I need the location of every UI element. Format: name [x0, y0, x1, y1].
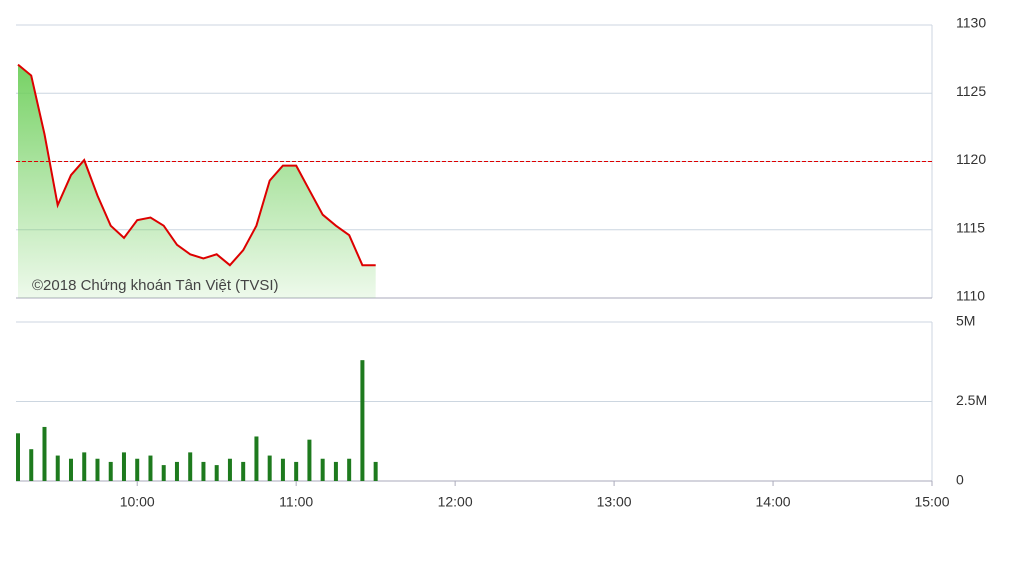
- volume-bar: [241, 461, 246, 481]
- volume-bar: [82, 452, 87, 481]
- y-tick-label: 5M: [956, 313, 975, 329]
- volume-bar: [201, 461, 206, 481]
- volume-bar: [333, 461, 338, 481]
- volume-bar: [95, 458, 100, 481]
- y-tick-label: 1125: [956, 83, 986, 99]
- volume-bar: [360, 360, 365, 481]
- volume-bar: [188, 452, 193, 481]
- volume-bar: [42, 426, 47, 481]
- volume-bar: [121, 452, 126, 481]
- y-tick-label: 1115: [956, 219, 985, 235]
- volume-bar: [108, 461, 113, 481]
- y-tick-label: 2.5M: [956, 392, 987, 408]
- y-tick-label: 1120: [956, 151, 986, 167]
- volume-bar: [174, 461, 179, 481]
- price-area: [18, 64, 376, 298]
- x-tick-label: 14:00: [756, 494, 791, 510]
- x-tick-label: 11:00: [279, 494, 313, 510]
- x-tick-label: 10:00: [120, 494, 155, 510]
- x-tick-label: 13:00: [597, 494, 632, 510]
- volume-bar: [320, 458, 325, 481]
- x-tick-label: 15:00: [914, 494, 949, 510]
- volume-bar: [294, 461, 299, 481]
- volume-bar: [267, 455, 272, 481]
- volume-bar: [16, 433, 20, 481]
- volume-bar: [227, 458, 232, 481]
- volume-bar: [68, 458, 73, 481]
- volume-bar: [254, 436, 259, 481]
- volume-bar: [373, 461, 378, 481]
- volume-bar: [29, 449, 34, 481]
- volume-bar: [55, 455, 60, 481]
- volume-bar: [347, 458, 352, 481]
- volume-bar: [161, 465, 166, 481]
- y-tick-label: 0: [956, 472, 964, 488]
- y-tick-label: 1110: [956, 288, 985, 304]
- volume-bar: [280, 458, 285, 481]
- volume-bar: [214, 465, 219, 481]
- y-tick-label: 1130: [956, 15, 986, 31]
- volume-bar: [135, 458, 140, 481]
- annotation: ©2018 Chứng khoán Tân Việt (TVSI): [32, 277, 279, 294]
- x-tick-label: 12:00: [438, 494, 473, 510]
- volume-bar: [148, 455, 153, 481]
- price-line: [17, 63, 376, 267]
- volume-bar: [307, 439, 312, 481]
